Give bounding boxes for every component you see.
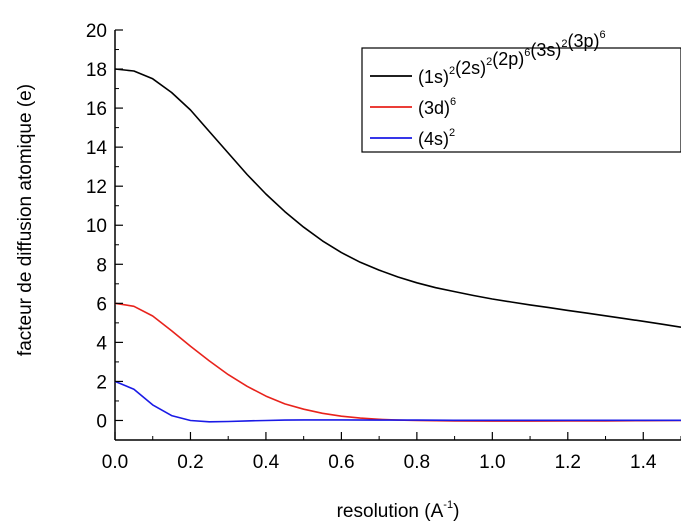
y-tick-label: 14: [86, 138, 108, 159]
legend-box: [361, 47, 681, 153]
series-line-2: [114, 302, 681, 422]
x-tick-label: 0.8: [404, 452, 430, 473]
x-tick-label: 0.0: [102, 452, 128, 473]
plot-frame: [114, 30, 681, 441]
legend-label-3: (4s)2: [418, 127, 455, 149]
series-line-3: [114, 380, 681, 423]
y-tick-label: 18: [86, 60, 107, 81]
x-tick-label: 0.2: [177, 452, 203, 473]
x-tick-label: 0.6: [328, 452, 354, 473]
legend: (1s)2(2s)2(2p)6(3s)2(3p)6 (3d)6 (4s)2: [361, 29, 681, 153]
y-tick-label: 2: [96, 372, 107, 393]
legend-label-1: (1s)2(2s)2(2p)6(3s)2(3p)6: [418, 29, 606, 87]
legend-label-2: (3d)6: [418, 96, 456, 118]
y-axis-title: facteur de diffusion atomique (e): [15, 84, 36, 356]
y-tick-label: 6: [96, 294, 107, 315]
x-tick-label: 1.2: [555, 452, 581, 473]
y-tick-label: 20: [86, 21, 107, 42]
x-axis-title: resolution (A-1): [337, 499, 460, 522]
series-line-1: [114, 68, 681, 328]
x-tick-label: 1.4: [630, 452, 657, 473]
y-tick-label: 4: [96, 333, 107, 354]
y-tick-label: 8: [96, 255, 107, 276]
series-layer: [114, 68, 681, 423]
y-tick-label: 10: [86, 216, 107, 237]
y-tick-label: 16: [86, 99, 107, 120]
x-tick-label: 1.0: [479, 452, 505, 473]
ticks-layer: 0 2 4 6 8 10 12 14 16 18 20 0.0 0.2 0.4 0.6 0.8 1.0 1.2 1.…: [86, 21, 681, 473]
y-tick-label: 0: [96, 411, 107, 432]
y-tick-label: 12: [86, 177, 107, 198]
x-tick-label: 0.4: [253, 452, 280, 473]
